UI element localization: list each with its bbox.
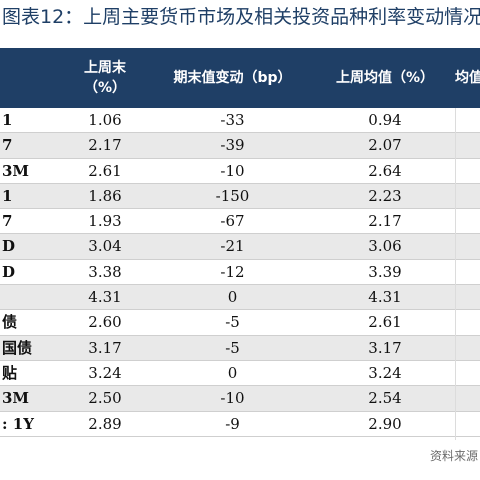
table-row: 1 1.06 -33 0.94 xyxy=(0,108,480,134)
row-label: D xyxy=(2,237,16,256)
cell-change-bp: -33 xyxy=(220,111,245,129)
rates-table: 上周末 （%） 期末值变动（bp） 上周均值（%） 均值 1 1.06 -33 0.9… xyxy=(0,48,480,440)
cell-change-bp: -67 xyxy=(220,212,245,231)
figure-title: 图表12：上周主要货币市场及相关投资品种利率变动情况 xyxy=(2,6,480,28)
cell-last-week-end: 4.31 xyxy=(88,288,122,307)
cell-last-week-end: 2.50 xyxy=(88,389,122,408)
cell-last-week-end: 1.06 xyxy=(88,111,122,129)
cell-change-bp: 0 xyxy=(227,363,238,382)
cell-average: 0.94 xyxy=(368,111,402,129)
header-last-week-end: 上周末 （%） xyxy=(60,48,150,108)
cell-last-week-end: 2.61 xyxy=(88,161,122,180)
row-label: 7 xyxy=(2,136,13,155)
cell-change-bp: -5 xyxy=(225,313,240,332)
column-divider xyxy=(455,108,456,440)
cell-change-bp: -9 xyxy=(225,414,240,433)
cell-last-week-end: 1.86 xyxy=(88,186,122,205)
cell-average: 2.64 xyxy=(368,161,402,180)
cell-average: 2.07 xyxy=(368,136,402,155)
cell-average: 3.17 xyxy=(368,338,402,357)
cell-average: 3.39 xyxy=(368,262,402,281)
table-row: 7 2.17 -39 2.07 xyxy=(0,133,480,159)
table-row: 贴 3.24 0 3.24 xyxy=(0,361,480,387)
cell-average: 2.23 xyxy=(368,186,402,205)
row-label: : 1Y xyxy=(2,414,34,433)
header-change: 期末值变动（bp） xyxy=(173,70,292,86)
cell-average: 2.61 xyxy=(368,313,402,332)
table-row: D 3.38 -12 3.39 xyxy=(0,260,480,286)
row-label: 1 xyxy=(2,111,13,129)
table-row: 3M 2.50 -10 2.54 xyxy=(0,386,480,412)
cell-average: 2.17 xyxy=(368,212,402,231)
cell-last-week-end: 3.17 xyxy=(88,338,122,357)
table-row: 3M 2.61 -10 2.64 xyxy=(0,159,480,184)
cell-average: 3.06 xyxy=(368,237,402,256)
cell-change-bp: -12 xyxy=(220,262,245,281)
cell-change-bp: 0 xyxy=(227,288,238,307)
cell-average: 3.24 xyxy=(368,363,402,382)
cell-change-bp: -39 xyxy=(220,136,245,155)
cell-last-week-end: 3.38 xyxy=(88,262,122,281)
table-row: 国债 3.17 -5 3.17 xyxy=(0,335,480,361)
table-row: 1 1.86 -150 2.23 xyxy=(0,183,480,210)
cell-change-bp: -10 xyxy=(220,389,245,408)
cell-last-week-end: 2.89 xyxy=(88,414,122,433)
cell-last-week-end: 2.60 xyxy=(88,313,122,332)
header-average: 上周均值（%） xyxy=(335,70,435,86)
row-label: 贴 xyxy=(2,363,18,382)
table-row: : 1Y 2.89 -9 2.90 xyxy=(0,412,480,437)
cell-change-bp: -5 xyxy=(225,338,240,357)
source-note: 资料来源 xyxy=(429,449,478,463)
cell-change-bp: -21 xyxy=(220,237,245,256)
cell-last-week-end: 1.93 xyxy=(88,212,122,231)
table-row: 债 2.60 -5 2.61 xyxy=(0,310,480,336)
row-label: 3M xyxy=(2,161,30,180)
header-average-change: 均值 xyxy=(455,70,480,86)
cell-average: 2.54 xyxy=(368,389,402,408)
row-label: D xyxy=(2,262,16,281)
cell-change-bp: -10 xyxy=(220,161,245,180)
header-last-week-end-line2: （%） xyxy=(83,80,127,96)
cell-last-week-end: 3.04 xyxy=(88,237,122,256)
table-body: 1 1.06 -33 0.94 7 2.17 -39 2.07 3M 2.61 -10 2.64 1 1.… xyxy=(0,108,480,437)
row-label: 国债 xyxy=(2,338,33,357)
cell-average: 4.31 xyxy=(368,288,402,307)
table-row: D 3.04 -21 3.06 xyxy=(0,234,480,260)
table-header: 上周末 （%） 期末值变动（bp） 上周均值（%） 均值 xyxy=(0,48,480,108)
row-label: 1 xyxy=(2,186,13,205)
cell-change-bp: -150 xyxy=(215,186,250,205)
row-label: 7 xyxy=(2,212,13,231)
table-row: 4.31 0 4.31 xyxy=(0,285,480,311)
cell-last-week-end: 2.17 xyxy=(88,136,122,155)
row-label: 3M xyxy=(2,389,30,408)
cell-average: 2.90 xyxy=(368,414,402,433)
cell-last-week-end: 3.24 xyxy=(88,363,122,382)
row-label xyxy=(0,285,62,310)
table-row: 7 1.93 -67 2.17 xyxy=(0,209,480,235)
header-last-week-end-line1: 上周末 xyxy=(84,60,126,76)
row-label: 债 xyxy=(2,313,18,332)
